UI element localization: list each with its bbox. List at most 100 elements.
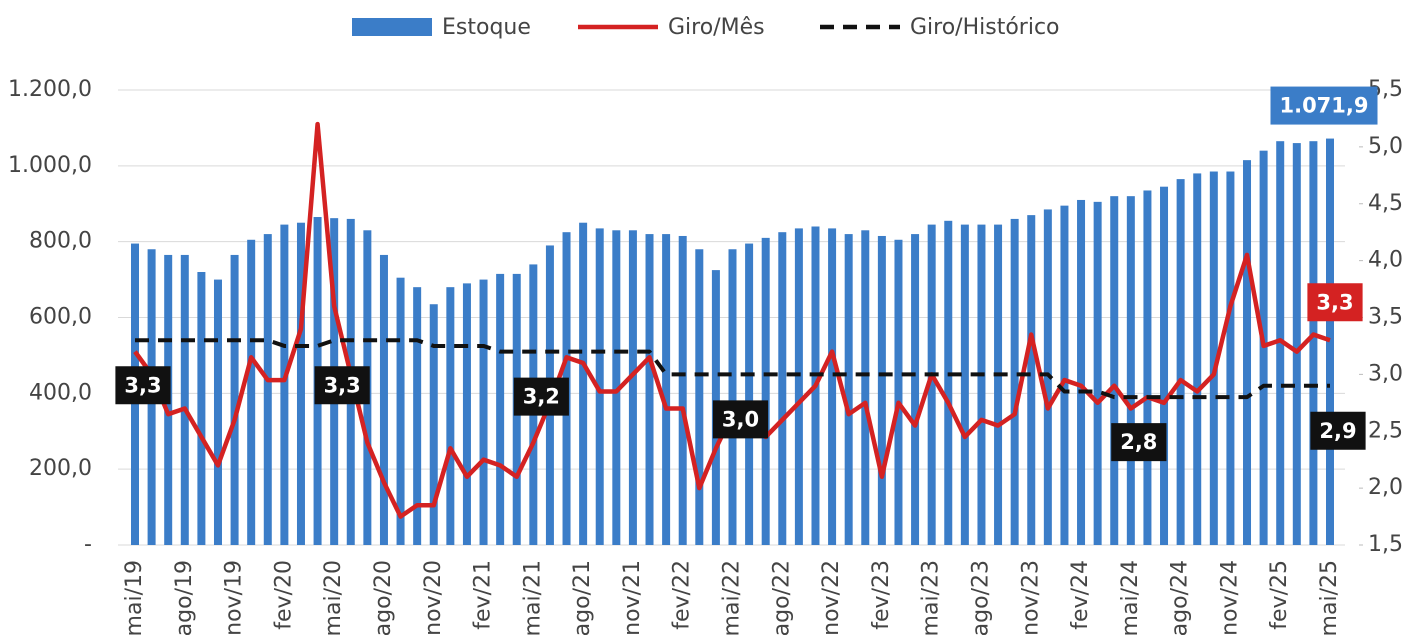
bar (247, 239, 256, 546)
x-tick-label: fev/21 (471, 560, 496, 630)
bar (728, 249, 737, 545)
bar (911, 234, 920, 546)
bar (595, 228, 604, 546)
y2-tick-label: 3,0 (1368, 361, 1403, 386)
bar (944, 220, 953, 545)
x-tick-label: mai/23 (919, 560, 944, 636)
data-label: 3,3 (1316, 290, 1353, 314)
x-tick-label: ago/22 (769, 560, 794, 636)
bar (1276, 141, 1285, 545)
data-label: 3,3 (124, 373, 161, 397)
x-tick-label: fev/25 (1267, 560, 1292, 630)
bar (296, 222, 305, 546)
bar (213, 279, 222, 545)
x-tick-label: mai/24 (1118, 560, 1143, 636)
x-tick-label: nov/20 (421, 560, 446, 636)
data-label-box (712, 400, 769, 439)
x-tick-label: nov/19 (222, 560, 247, 636)
data-label-box (1111, 423, 1167, 462)
bar (379, 254, 388, 545)
bar (1160, 186, 1169, 545)
x-tick-label: mai/20 (321, 560, 346, 636)
x-tick-label: nov/22 (819, 560, 844, 636)
y2-tick-label: 5,0 (1368, 134, 1403, 159)
bar (794, 228, 803, 546)
bar (761, 237, 770, 545)
y-tick-label: 400,0 (29, 380, 92, 405)
bar (396, 277, 405, 545)
bar (1110, 196, 1119, 545)
bar (977, 224, 986, 545)
x-tick-label: nov/24 (1217, 560, 1242, 636)
data-label: 1.071,9 (1279, 94, 1368, 118)
bar (1077, 199, 1086, 546)
x-tick-label: mai/25 (1317, 560, 1342, 636)
bar (1226, 171, 1235, 546)
legend-label: Giro/Mês (668, 15, 765, 40)
legend-label: Giro/Histórico (910, 15, 1060, 40)
bar (1326, 138, 1334, 546)
bar (662, 234, 671, 546)
bar (479, 279, 488, 545)
y-tick-label: - (84, 532, 92, 557)
dashed-line (135, 338, 1330, 400)
x-tick-label: ago/23 (968, 560, 993, 636)
x-tick-label: fev/24 (1068, 560, 1093, 630)
bar (927, 224, 936, 545)
data-label-box (513, 377, 569, 416)
bar (612, 230, 621, 545)
bar (1126, 196, 1135, 545)
data-label-box (314, 366, 370, 405)
bar (413, 287, 422, 545)
bar (678, 235, 687, 545)
bar (197, 272, 206, 545)
bar (778, 232, 787, 545)
data-label-box (1270, 86, 1378, 125)
bar (1292, 143, 1301, 546)
bar (844, 234, 853, 546)
y-tick-label: 1.000,0 (8, 153, 92, 178)
bar (1143, 190, 1152, 545)
bar (429, 304, 438, 545)
y-tick-label: 200,0 (29, 456, 92, 481)
bar (628, 230, 637, 545)
bar (994, 224, 1003, 545)
data-label: 2,8 (1120, 430, 1157, 454)
bar (462, 283, 471, 545)
bar (579, 222, 588, 546)
y2-tick-label: 4,0 (1368, 248, 1403, 273)
legend-label: Estoque (442, 15, 531, 40)
bar (960, 224, 969, 545)
bar (263, 234, 272, 546)
bar (1243, 160, 1252, 546)
bar (877, 235, 886, 545)
data-label-box (115, 366, 171, 405)
y-tick-label: 800,0 (29, 229, 92, 254)
bar (280, 224, 289, 545)
y-tick-label: 1.200,0 (8, 77, 92, 102)
bar (894, 239, 903, 546)
bar (1209, 171, 1218, 546)
x-tick-label: fev/20 (271, 560, 296, 630)
x-tick-label: mai/22 (720, 560, 745, 636)
bar (230, 254, 239, 545)
data-label: 3,0 (722, 407, 759, 431)
bar (645, 234, 654, 546)
bar (745, 243, 754, 545)
data-label-box (1310, 411, 1366, 450)
bar (1093, 201, 1102, 545)
x-tick-label: ago/19 (172, 560, 197, 636)
bar (695, 249, 704, 545)
bar (1309, 141, 1318, 545)
x-tick-label: fev/23 (869, 560, 894, 630)
x-tick-label: nov/21 (620, 560, 645, 636)
y2-tick-label: 2,5 (1368, 418, 1403, 443)
y2-tick-label: 4,5 (1368, 191, 1403, 216)
x-tick-label: nov/23 (1018, 560, 1043, 636)
x-tick-label: mai/21 (520, 560, 545, 636)
x-tick-label: mai/19 (122, 560, 147, 636)
bar (828, 228, 837, 546)
data-label: 2,9 (1319, 419, 1356, 443)
legend-swatch (352, 18, 432, 36)
